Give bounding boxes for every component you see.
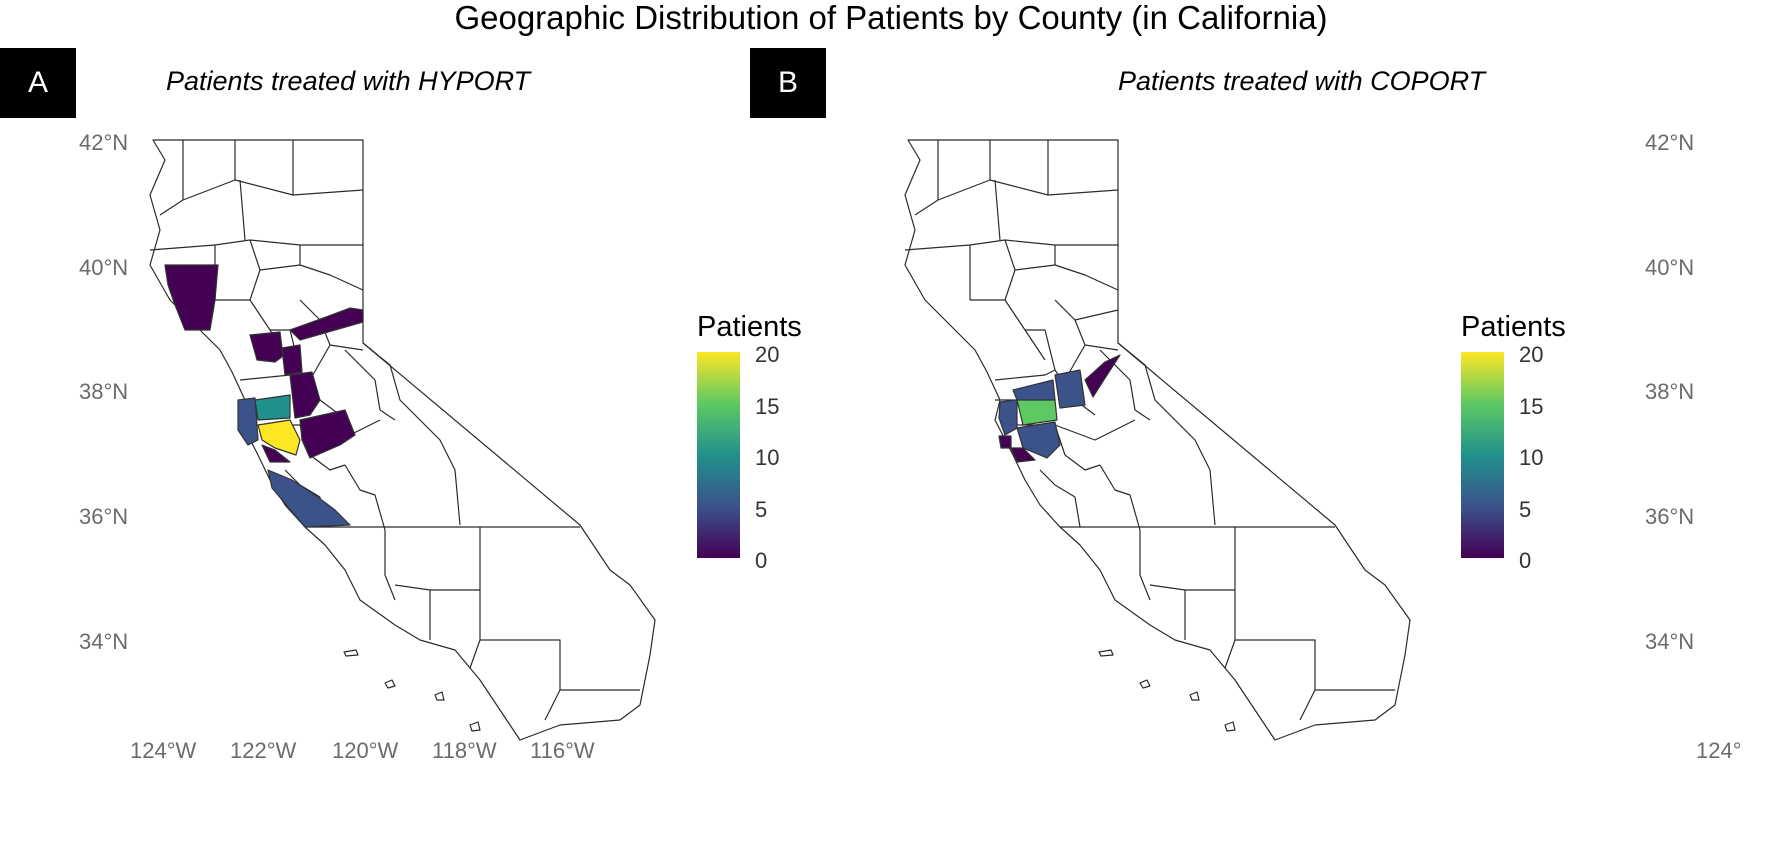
panel-tag: B	[750, 48, 826, 118]
county-san-mateo	[237, 397, 259, 446]
legend-title: Patients	[697, 311, 802, 343]
map-canvas: 42°N 40°N 38°N 36°N 34°N 124°W 122°W 120…	[79, 130, 656, 763]
county-placer	[289, 307, 364, 341]
county-alameda	[257, 419, 301, 456]
lat-label: 38°N	[79, 379, 128, 404]
legend-tick: 0	[1519, 548, 1532, 573]
legend-title: Patients	[1461, 311, 1566, 343]
lat-label: 40°N	[79, 255, 128, 280]
lon-label: 124°W	[1696, 738, 1742, 763]
lat-label: 40°N	[1645, 255, 1694, 280]
county-sacramento	[281, 344, 303, 376]
county-contra-costa	[254, 394, 291, 421]
legend-tick: 0	[755, 548, 768, 573]
legend-colorbar	[1461, 352, 1504, 558]
lat-label: 42°N	[79, 130, 128, 155]
lat-label: 34°N	[1645, 629, 1694, 654]
lat-label: 36°N	[79, 504, 128, 529]
figure-title: Geographic Distribution of Patients by C…	[454, 0, 1328, 36]
lon-label: 120°W	[332, 738, 399, 763]
legend-tick: 15	[755, 394, 780, 419]
island	[469, 721, 481, 732]
legend-tick: 20	[755, 342, 780, 367]
island	[343, 649, 359, 657]
legend-tick: 20	[1519, 342, 1544, 367]
map-canvas: 42°N 40°N 38°N 36°N 34°N 124°W 122°W 120…	[1645, 130, 1742, 763]
lat-label: 38°N	[1645, 379, 1694, 404]
lon-label: 118°W	[432, 738, 497, 763]
panel-a: A Patients treated with HYPORT 42°N 40°N…	[0, 48, 802, 763]
lon-label: 116°W	[530, 738, 595, 763]
legend-tick: 5	[755, 497, 768, 522]
legend-colorbar	[697, 352, 740, 558]
lat-label: 42°N	[1645, 130, 1694, 155]
panel-b: B Patients treated with COPORT 42°N 40°N…	[750, 0, 1782, 867]
county-mendocino	[164, 264, 219, 331]
panel-tag: A	[0, 48, 76, 118]
panel-subtitle: Patients treated with COPORT	[1118, 66, 1486, 96]
legend-tick: 5	[1519, 497, 1532, 522]
panel-subtitle: Patients treated with HYPORT	[166, 66, 531, 96]
legend-tick: 15	[1519, 394, 1544, 419]
island	[434, 691, 445, 701]
county-santa-clara	[261, 444, 291, 463]
lat-label: 34°N	[79, 629, 128, 654]
lat-label: 36°N	[1645, 504, 1694, 529]
county-yolo	[249, 331, 284, 363]
lon-label: 124°W	[130, 738, 197, 763]
county-stanislaus	[299, 409, 356, 459]
county-san-joaquin	[289, 371, 321, 419]
island	[384, 679, 396, 689]
county-monterey	[267, 469, 351, 528]
lon-label: 122°W	[230, 738, 297, 763]
legend-tick: 10	[755, 445, 780, 470]
legend-tick: 10	[1519, 445, 1544, 470]
california-outline	[149, 139, 656, 741]
